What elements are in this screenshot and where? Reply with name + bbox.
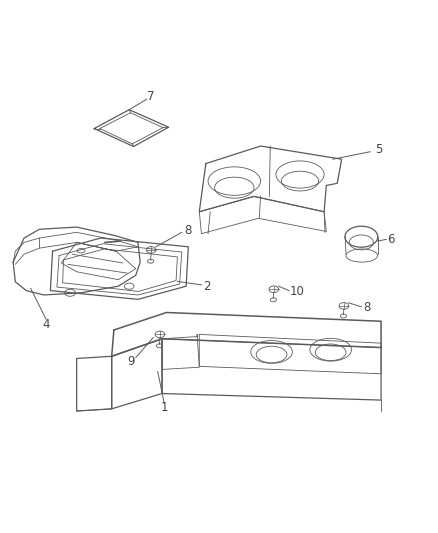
Text: 10: 10 (290, 285, 304, 298)
Text: 8: 8 (364, 301, 371, 314)
Text: 9: 9 (127, 355, 134, 368)
Text: 7: 7 (147, 90, 155, 103)
Text: 4: 4 (42, 318, 50, 331)
Text: 5: 5 (375, 143, 382, 156)
Text: 1: 1 (160, 401, 168, 414)
Text: 2: 2 (203, 280, 211, 293)
Text: 6: 6 (387, 233, 395, 246)
Text: 8: 8 (184, 224, 191, 237)
